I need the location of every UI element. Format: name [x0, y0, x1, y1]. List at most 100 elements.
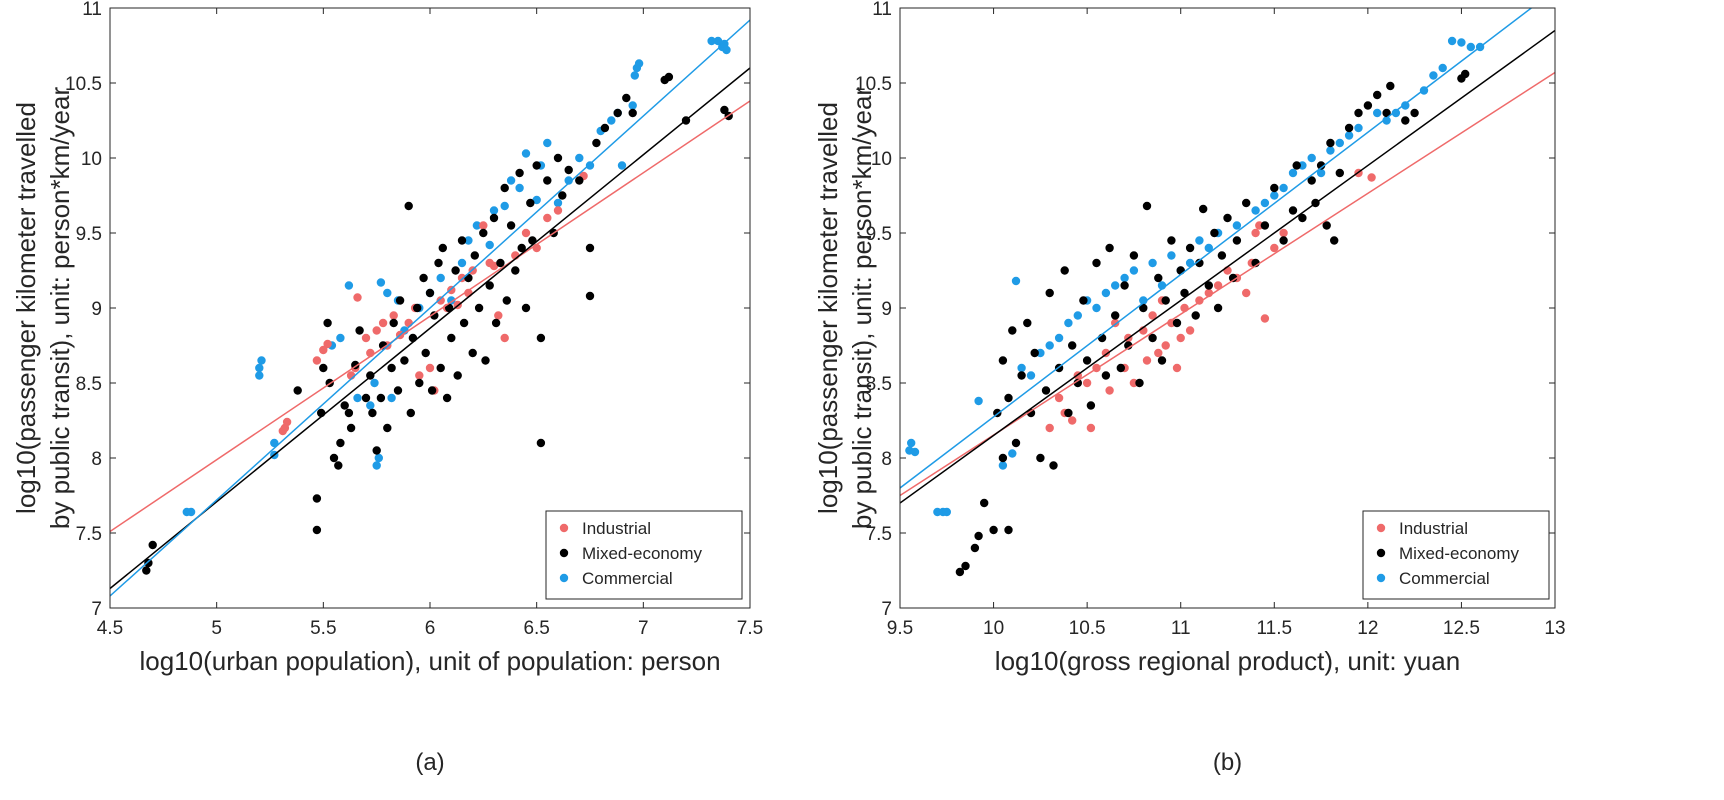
point-mixed-economy-b-51 — [1195, 258, 1204, 268]
point-commercial-b-22 — [1129, 266, 1139, 275]
point-mixed-economy-b-59 — [1232, 236, 1242, 245]
point-mixed-economy-b-5 — [989, 525, 998, 535]
point-mixed-economy-a-65 — [517, 243, 526, 253]
point-mixed-economy-a-54 — [479, 228, 488, 238]
point-industrial-b-36 — [1279, 228, 1288, 238]
point-mixed-economy-b-57 — [1223, 213, 1232, 223]
point-commercial-b-23 — [1139, 296, 1148, 305]
point-industrial-b-17 — [1154, 348, 1163, 358]
point-mixed-economy-a-72 — [543, 176, 552, 185]
point-mixed-economy-a-37 — [425, 288, 435, 298]
point-mixed-economy-a-53 — [474, 303, 484, 313]
point-mixed-economy-a-4 — [312, 494, 322, 503]
panel-label-b: (b) — [1213, 749, 1242, 776]
point-industrial-a-2 — [278, 426, 287, 436]
point-commercial-a-4 — [257, 356, 266, 365]
point-mixed-economy-b-25 — [1073, 378, 1083, 388]
point-commercial-b-48 — [1401, 101, 1410, 110]
fit-line-commercial-b — [900, 8, 1533, 489]
point-mixed-economy-b-2 — [970, 543, 980, 553]
point-commercial-a-43 — [617, 161, 627, 170]
point-industrial-a-21 — [436, 296, 445, 305]
point-mixed-economy-b-81 — [1401, 116, 1410, 125]
point-mixed-economy-b-23 — [1064, 408, 1073, 418]
point-mixed-economy-b-3 — [974, 531, 983, 541]
points-b — [905, 36, 1485, 577]
point-mixed-economy-b-72 — [1326, 138, 1335, 148]
point-commercial-a-49 — [713, 36, 723, 46]
point-mixed-economy-b-29 — [1092, 258, 1101, 268]
y-axis-label-b-line2: by public transit), unit: person*km/year — [847, 87, 877, 530]
point-mixed-economy-b-12 — [1011, 438, 1021, 448]
point-industrial-a-34 — [521, 228, 531, 238]
legend-marker-mixed-economy-a — [559, 548, 569, 558]
point-mixed-economy-a-55 — [481, 356, 490, 365]
point-commercial-a-10 — [353, 393, 362, 403]
point-mixed-economy-b-39 — [1139, 303, 1148, 313]
point-commercial-b-13 — [1045, 341, 1054, 350]
point-mixed-economy-b-70 — [1316, 161, 1326, 170]
point-mixed-economy-a-48 — [457, 236, 467, 245]
point-commercial-a-26 — [472, 221, 482, 230]
point-commercial-b-36 — [1279, 183, 1288, 193]
point-industrial-b-21 — [1172, 363, 1182, 373]
y-tick-label-b-4: 9 — [881, 299, 892, 320]
point-mixed-economy-b-49 — [1185, 243, 1195, 253]
point-mixed-economy-a-27 — [393, 386, 403, 395]
point-mixed-economy-b-37 — [1129, 251, 1139, 260]
point-mixed-economy-a-56 — [485, 281, 494, 290]
x-tick-label-a-5: 7 — [638, 618, 649, 639]
point-industrial-a-19 — [425, 363, 435, 373]
point-mixed-economy-a-35 — [419, 273, 428, 283]
point-mixed-economy-b-43 — [1157, 356, 1167, 365]
point-commercial-a-6 — [270, 438, 279, 448]
point-mixed-economy-a-52 — [470, 251, 479, 260]
point-industrial-b-27 — [1213, 281, 1223, 290]
point-mixed-economy-b-73 — [1330, 236, 1339, 245]
point-mixed-economy-b-74 — [1335, 168, 1345, 178]
point-industrial-a-8 — [353, 293, 362, 302]
point-industrial-b-16 — [1148, 311, 1157, 320]
point-mixed-economy-b-9 — [998, 356, 1008, 365]
point-industrial-a-12 — [378, 318, 388, 328]
point-commercial-b-44 — [1354, 123, 1363, 133]
point-mixed-economy-b-64 — [1279, 236, 1288, 245]
y-tick-label-a-7: 10.5 — [65, 74, 102, 95]
legend-marker-commercial-b — [1376, 573, 1386, 583]
y-tick-label-b-0: 7 — [881, 599, 892, 620]
point-mixed-economy-a-15 — [346, 423, 356, 433]
point-commercial-b-14 — [1054, 333, 1064, 343]
point-mixed-economy-a-60 — [500, 183, 509, 193]
point-commercial-b-40 — [1316, 168, 1326, 178]
point-mixed-economy-b-40 — [1142, 201, 1152, 211]
point-commercial-b-21 — [1120, 273, 1129, 283]
y-tick-label-b-6: 10 — [871, 149, 892, 170]
y-tick-label-b-8: 11 — [872, 0, 892, 20]
point-mixed-economy-a-33 — [413, 303, 422, 313]
point-commercial-a-28 — [489, 206, 499, 215]
y-tick-label-a-2: 8 — [91, 449, 102, 470]
point-mixed-economy-b-58 — [1228, 273, 1238, 283]
point-mixed-economy-a-62 — [506, 221, 516, 230]
point-mixed-economy-b-44 — [1161, 296, 1170, 305]
point-commercial-b-24 — [1148, 258, 1157, 268]
point-mixed-economy-a-64 — [515, 168, 524, 178]
point-commercial-b-6 — [974, 396, 983, 406]
legend-label-commercial-a: Commercial — [582, 569, 673, 588]
point-industrial-b-25 — [1195, 296, 1204, 305]
point-commercial-b-8 — [1008, 449, 1017, 458]
point-mixed-economy-b-0 — [955, 567, 965, 577]
point-commercial-a-15 — [376, 278, 386, 287]
point-commercial-b-32 — [1232, 221, 1242, 230]
point-commercial-a-33 — [532, 195, 541, 205]
point-industrial-a-31 — [494, 311, 503, 320]
y-ticks-b: 7 7.5 8 8.5 9 9.5 10 10.5 11 — [855, 0, 1555, 620]
point-industrial-a-14 — [389, 311, 398, 320]
point-industrial-a-3 — [312, 356, 322, 365]
y-axis-label-a-line2: by public transit), unit: person*km/year — [45, 87, 75, 530]
point-mixed-economy-a-58 — [491, 318, 501, 328]
point-industrial-a-9 — [361, 333, 371, 343]
point-mixed-economy-a-38 — [427, 386, 437, 395]
x-tick-label-b-6: 12.5 — [1443, 618, 1480, 639]
point-mixed-economy-b-16 — [1030, 348, 1039, 358]
